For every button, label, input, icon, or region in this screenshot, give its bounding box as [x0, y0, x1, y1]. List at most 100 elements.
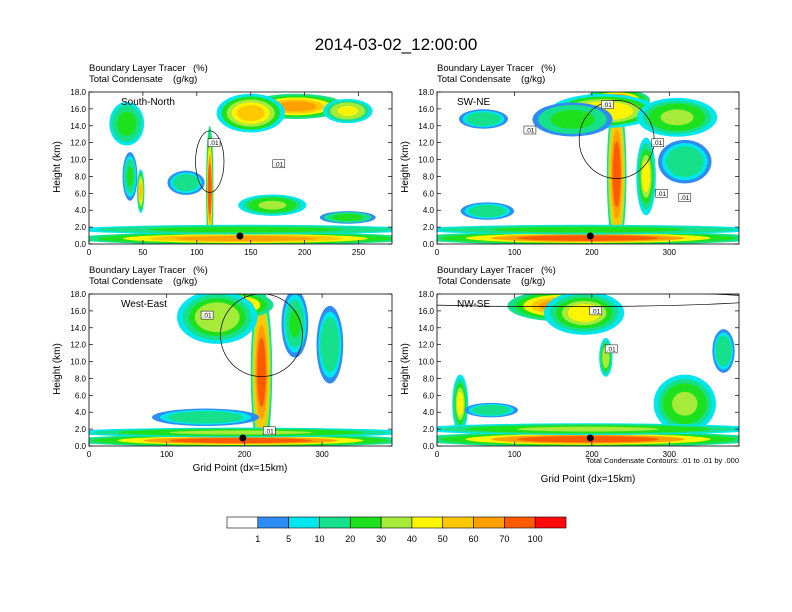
- panel-subtitle-tracer-units: (%): [541, 63, 556, 74]
- y-tick-label: 2.0: [423, 223, 435, 232]
- contour-label-box: [200, 310, 214, 320]
- colorbar-tick-label: 20: [345, 534, 355, 544]
- tracer-shade: [174, 235, 317, 242]
- tracer-shade: [257, 337, 266, 407]
- x-tick-label: 300: [663, 248, 677, 257]
- contour-note: Total Condensate Contours: .01 to .01 by…: [586, 456, 739, 465]
- panel-subtitle-condensate-units: (g/kg): [521, 74, 545, 85]
- x-tick-label: 300: [663, 450, 677, 459]
- colorbar-swatch: [349, 516, 382, 529]
- x-tick-label: 200: [585, 450, 599, 459]
- plot-area: .01 .01 West-East 0.0 2.0 4.0 6.0 8.0 10.0 12.0 14…: [70, 290, 393, 459]
- tracer-shade: [480, 407, 503, 414]
- y-tick-label: 10.0: [418, 156, 434, 165]
- panel-subtitle-condensate-units: (g/kg): [521, 276, 545, 287]
- contour-label: .01: [210, 140, 219, 147]
- y-tick-label: 10.0: [70, 358, 86, 367]
- panel-direction-label: West-East: [121, 299, 167, 310]
- y-tick-label: 8.0: [423, 374, 435, 383]
- tracer-shade: [169, 430, 312, 435]
- colorbar-tick-label: 60: [469, 534, 479, 544]
- y-tick-label: 18.0: [418, 290, 434, 299]
- contour-label-box: [601, 100, 614, 109]
- contour-label: .01: [525, 128, 534, 135]
- y-tick-label: 12.0: [70, 139, 86, 148]
- x-tick-label: 50: [138, 248, 147, 257]
- y-tick-label: 0.0: [423, 240, 435, 249]
- x-tick-label: 100: [160, 450, 174, 459]
- x-tick-label: 250: [352, 248, 366, 257]
- y-tick-label: 8.0: [75, 172, 87, 181]
- y-tick-label: 4.0: [75, 408, 87, 417]
- plot-frame: [436, 91, 740, 245]
- contour-label: .01: [607, 346, 616, 353]
- colorbar-tick-label: 5: [286, 534, 291, 544]
- panel-subtitle-tracer: Boundary Layer Tracer: [89, 63, 186, 74]
- contour-label-box: [523, 125, 537, 135]
- panel-subtitle-condensate-units: (g/kg): [173, 74, 197, 85]
- x-tick-label: 200: [238, 450, 252, 459]
- y-tick-label: 12.0: [70, 341, 86, 350]
- contour-label: .01: [603, 102, 612, 109]
- colorbar-swatch: [442, 516, 474, 529]
- x-tick-label: 100: [190, 248, 204, 257]
- y-tick-label: 0.0: [75, 442, 87, 451]
- colorbar-tick-label: 30: [376, 534, 386, 544]
- plot-frame: [88, 293, 393, 447]
- y-axis-label: Height (km): [52, 343, 63, 395]
- y-tick-label: 8.0: [75, 374, 87, 383]
- colorbar-tick-label: 10: [314, 534, 324, 544]
- y-tick-label: 12.0: [418, 341, 434, 350]
- panel-subtitle-tracer-units: (%): [193, 63, 208, 74]
- y-axis-label: Height (km): [52, 141, 63, 193]
- y-tick-label: 8.0: [423, 172, 435, 181]
- colorbar-tick-label: 100: [528, 534, 543, 544]
- x-tick-label: 100: [508, 450, 522, 459]
- tracer-shade: [673, 152, 696, 171]
- panel-subtitle-condensate: Total Condensate: [437, 276, 511, 287]
- y-tick-label: 6.0: [75, 391, 87, 400]
- colorbar-swatch: [380, 516, 413, 529]
- condensate-contour: [220, 294, 303, 377]
- colorbar-tick-label: 40: [407, 534, 417, 544]
- x-tick-label: 200: [585, 248, 599, 257]
- tracer-shade: [275, 101, 317, 112]
- x-tick-label: 200: [298, 248, 312, 257]
- panel-south-north: Boundary Layer Tracer (%) Total Condensa…: [52, 63, 208, 193]
- location-marker: [236, 232, 244, 240]
- plot-frame: [88, 91, 393, 245]
- panel-subtitle-condensate-units: (g/kg): [173, 276, 197, 287]
- y-tick-label: 6.0: [423, 189, 435, 198]
- colorbar-swatch: [257, 516, 289, 529]
- contour-label-box: [604, 344, 618, 354]
- y-tick-label: 14.0: [70, 122, 86, 131]
- y-axis-label: Height (km): [400, 141, 411, 193]
- tracer-shade: [324, 328, 336, 361]
- tracer-shade: [119, 114, 134, 133]
- y-tick-label: 14.0: [418, 324, 434, 333]
- x-axis-label: Grid Point (dx=15km): [193, 463, 288, 474]
- y-tick-label: 16.0: [70, 105, 86, 114]
- contour-label: .01: [653, 140, 662, 147]
- contour-label: .01: [265, 428, 274, 435]
- x-tick-label: 300: [315, 450, 329, 459]
- contour-label: .01: [591, 308, 600, 315]
- panel-direction-label: South-North: [121, 97, 175, 108]
- panel-subtitle-tracer-units: (%): [541, 265, 556, 276]
- y-tick-label: 0.0: [75, 240, 87, 249]
- tracer-shade: [517, 426, 659, 432]
- tracer-shade: [456, 391, 464, 416]
- panel-subtitle-tracer: Boundary Layer Tracer: [437, 265, 534, 276]
- y-tick-label: 16.0: [418, 105, 434, 114]
- plot-area: .01 .01 NW-SE 0.0 2.0 4.0 6.0 8.0 10.0 12.0 14.0 16…: [418, 290, 740, 459]
- plot-frame: [436, 293, 740, 447]
- y-tick-label: 18.0: [70, 88, 86, 97]
- tracer-shade: [336, 214, 360, 220]
- panel-west-east: Boundary Layer Tracer (%) Total Condensa…: [52, 265, 287, 474]
- tracer-shade: [126, 166, 134, 187]
- condensate-contour: [437, 294, 739, 307]
- location-marker: [586, 434, 594, 442]
- y-tick-label: 10.0: [70, 156, 86, 165]
- y-axis-label: Height (km): [400, 343, 411, 395]
